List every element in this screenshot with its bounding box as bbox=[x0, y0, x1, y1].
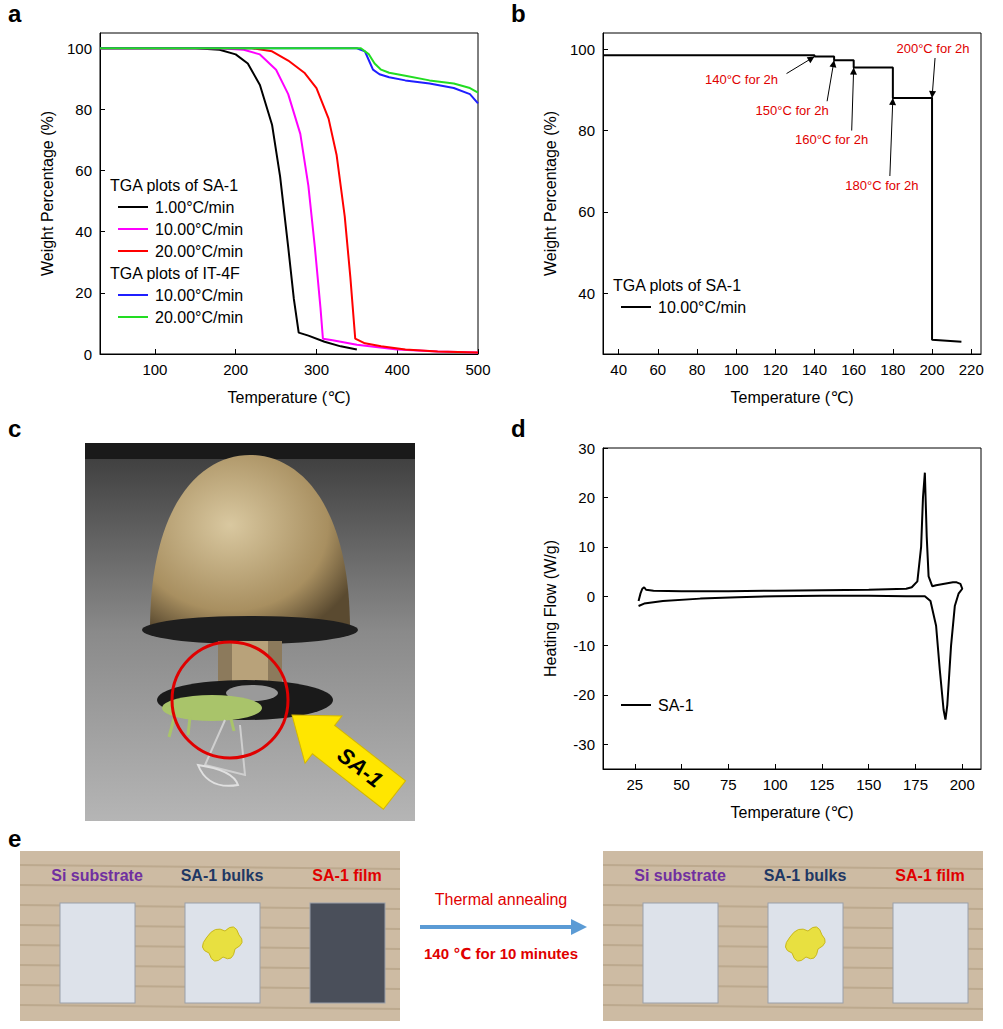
svg-text:30: 30 bbox=[578, 440, 595, 457]
svg-text:Weight Percentage (%): Weight Percentage (%) bbox=[39, 111, 56, 276]
svg-text:20: 20 bbox=[578, 489, 595, 506]
svg-text:100: 100 bbox=[724, 361, 749, 378]
svg-text:Temperature (℃): Temperature (℃) bbox=[731, 389, 854, 406]
svg-text:-10: -10 bbox=[573, 637, 595, 654]
svg-text:TGA plots of IT-4F: TGA plots of IT-4F bbox=[110, 265, 240, 282]
svg-text:25: 25 bbox=[626, 776, 643, 793]
svg-text:Si substrate: Si substrate bbox=[634, 867, 726, 884]
svg-text:10.00°C/min: 10.00°C/min bbox=[155, 221, 243, 238]
svg-text:200°C for 2h: 200°C for 2h bbox=[896, 41, 969, 56]
svg-text:SA-1 bulks: SA-1 bulks bbox=[764, 867, 847, 884]
svg-text:SA-1: SA-1 bbox=[658, 697, 694, 714]
html-text:a: a bbox=[8, 0, 22, 27]
svg-text:150: 150 bbox=[856, 776, 881, 793]
svg-text:80: 80 bbox=[689, 361, 706, 378]
svg-text:Temperature (℃): Temperature (℃) bbox=[731, 804, 854, 821]
svg-text:0: 0 bbox=[587, 588, 595, 605]
svg-text:100: 100 bbox=[67, 40, 92, 57]
svg-text:Temperature (℃): Temperature (℃) bbox=[228, 389, 351, 406]
html-text:e: e bbox=[8, 825, 22, 852]
svg-text:40: 40 bbox=[610, 361, 627, 378]
html-text:d: d bbox=[511, 415, 526, 442]
svg-text:40: 40 bbox=[75, 223, 92, 240]
svg-text:Heating Flow (W/g): Heating Flow (W/g) bbox=[542, 540, 559, 677]
svg-text:140 ℃ for 10 minutes: 140 ℃ for 10 minutes bbox=[424, 945, 578, 962]
svg-text:20.00°C/min: 20.00°C/min bbox=[155, 243, 243, 260]
svg-text:400: 400 bbox=[385, 361, 410, 378]
svg-text:-20: -20 bbox=[573, 686, 595, 703]
svg-text:160: 160 bbox=[841, 361, 866, 378]
svg-text:60: 60 bbox=[75, 162, 92, 179]
svg-text:Si substrate: Si substrate bbox=[51, 867, 143, 884]
svg-text:100: 100 bbox=[570, 41, 595, 58]
html-text:b: b bbox=[511, 0, 526, 27]
svg-text:10: 10 bbox=[578, 538, 595, 555]
svg-text:125: 125 bbox=[809, 776, 834, 793]
svg-text:10.00°C/min: 10.00°C/min bbox=[658, 299, 746, 316]
svg-text:200: 200 bbox=[920, 361, 945, 378]
svg-text:20.00°C/min: 20.00°C/min bbox=[155, 309, 243, 326]
svg-text:140°C for 2h: 140°C for 2h bbox=[705, 72, 778, 87]
svg-text:60: 60 bbox=[649, 361, 666, 378]
html-text:c: c bbox=[8, 415, 22, 442]
svg-text:100: 100 bbox=[142, 361, 167, 378]
svg-text:180°C for 2h: 180°C for 2h bbox=[845, 178, 918, 193]
svg-text:180: 180 bbox=[880, 361, 905, 378]
svg-text:40: 40 bbox=[578, 285, 595, 302]
svg-text:75: 75 bbox=[720, 776, 737, 793]
svg-text:60: 60 bbox=[578, 203, 595, 220]
svg-text:160°C for 2h: 160°C for 2h bbox=[795, 132, 868, 147]
svg-text:SA-1 bulks: SA-1 bulks bbox=[181, 867, 264, 884]
svg-text:1.00°C/min: 1.00°C/min bbox=[155, 199, 234, 216]
svg-text:200: 200 bbox=[223, 361, 248, 378]
svg-text:0: 0 bbox=[84, 346, 92, 363]
svg-text:80: 80 bbox=[578, 122, 595, 139]
svg-text:SA-1 film: SA-1 film bbox=[895, 867, 964, 884]
svg-text:Thermal annealing: Thermal annealing bbox=[435, 891, 568, 908]
svg-text:150°C for 2h: 150°C for 2h bbox=[756, 103, 829, 118]
svg-text:-30: -30 bbox=[573, 736, 595, 753]
svg-text:200: 200 bbox=[950, 776, 975, 793]
svg-text:80: 80 bbox=[75, 101, 92, 118]
svg-text:300: 300 bbox=[304, 361, 329, 378]
svg-text:120: 120 bbox=[763, 361, 788, 378]
svg-text:SA-1 film: SA-1 film bbox=[312, 867, 381, 884]
svg-text:220: 220 bbox=[959, 361, 984, 378]
svg-text:500: 500 bbox=[465, 361, 490, 378]
svg-text:SA-1: SA-1 bbox=[333, 742, 388, 793]
svg-text:TGA plots of SA-1: TGA plots of SA-1 bbox=[613, 277, 741, 294]
svg-text:TGA plots of SA-1: TGA plots of SA-1 bbox=[110, 177, 238, 194]
svg-text:20: 20 bbox=[75, 284, 92, 301]
svg-text:Weight Percentage (%): Weight Percentage (%) bbox=[542, 111, 559, 276]
svg-text:100: 100 bbox=[763, 776, 788, 793]
svg-text:10.00°C/min: 10.00°C/min bbox=[155, 287, 243, 304]
svg-text:50: 50 bbox=[673, 776, 690, 793]
svg-text:140: 140 bbox=[802, 361, 827, 378]
svg-text:175: 175 bbox=[903, 776, 928, 793]
